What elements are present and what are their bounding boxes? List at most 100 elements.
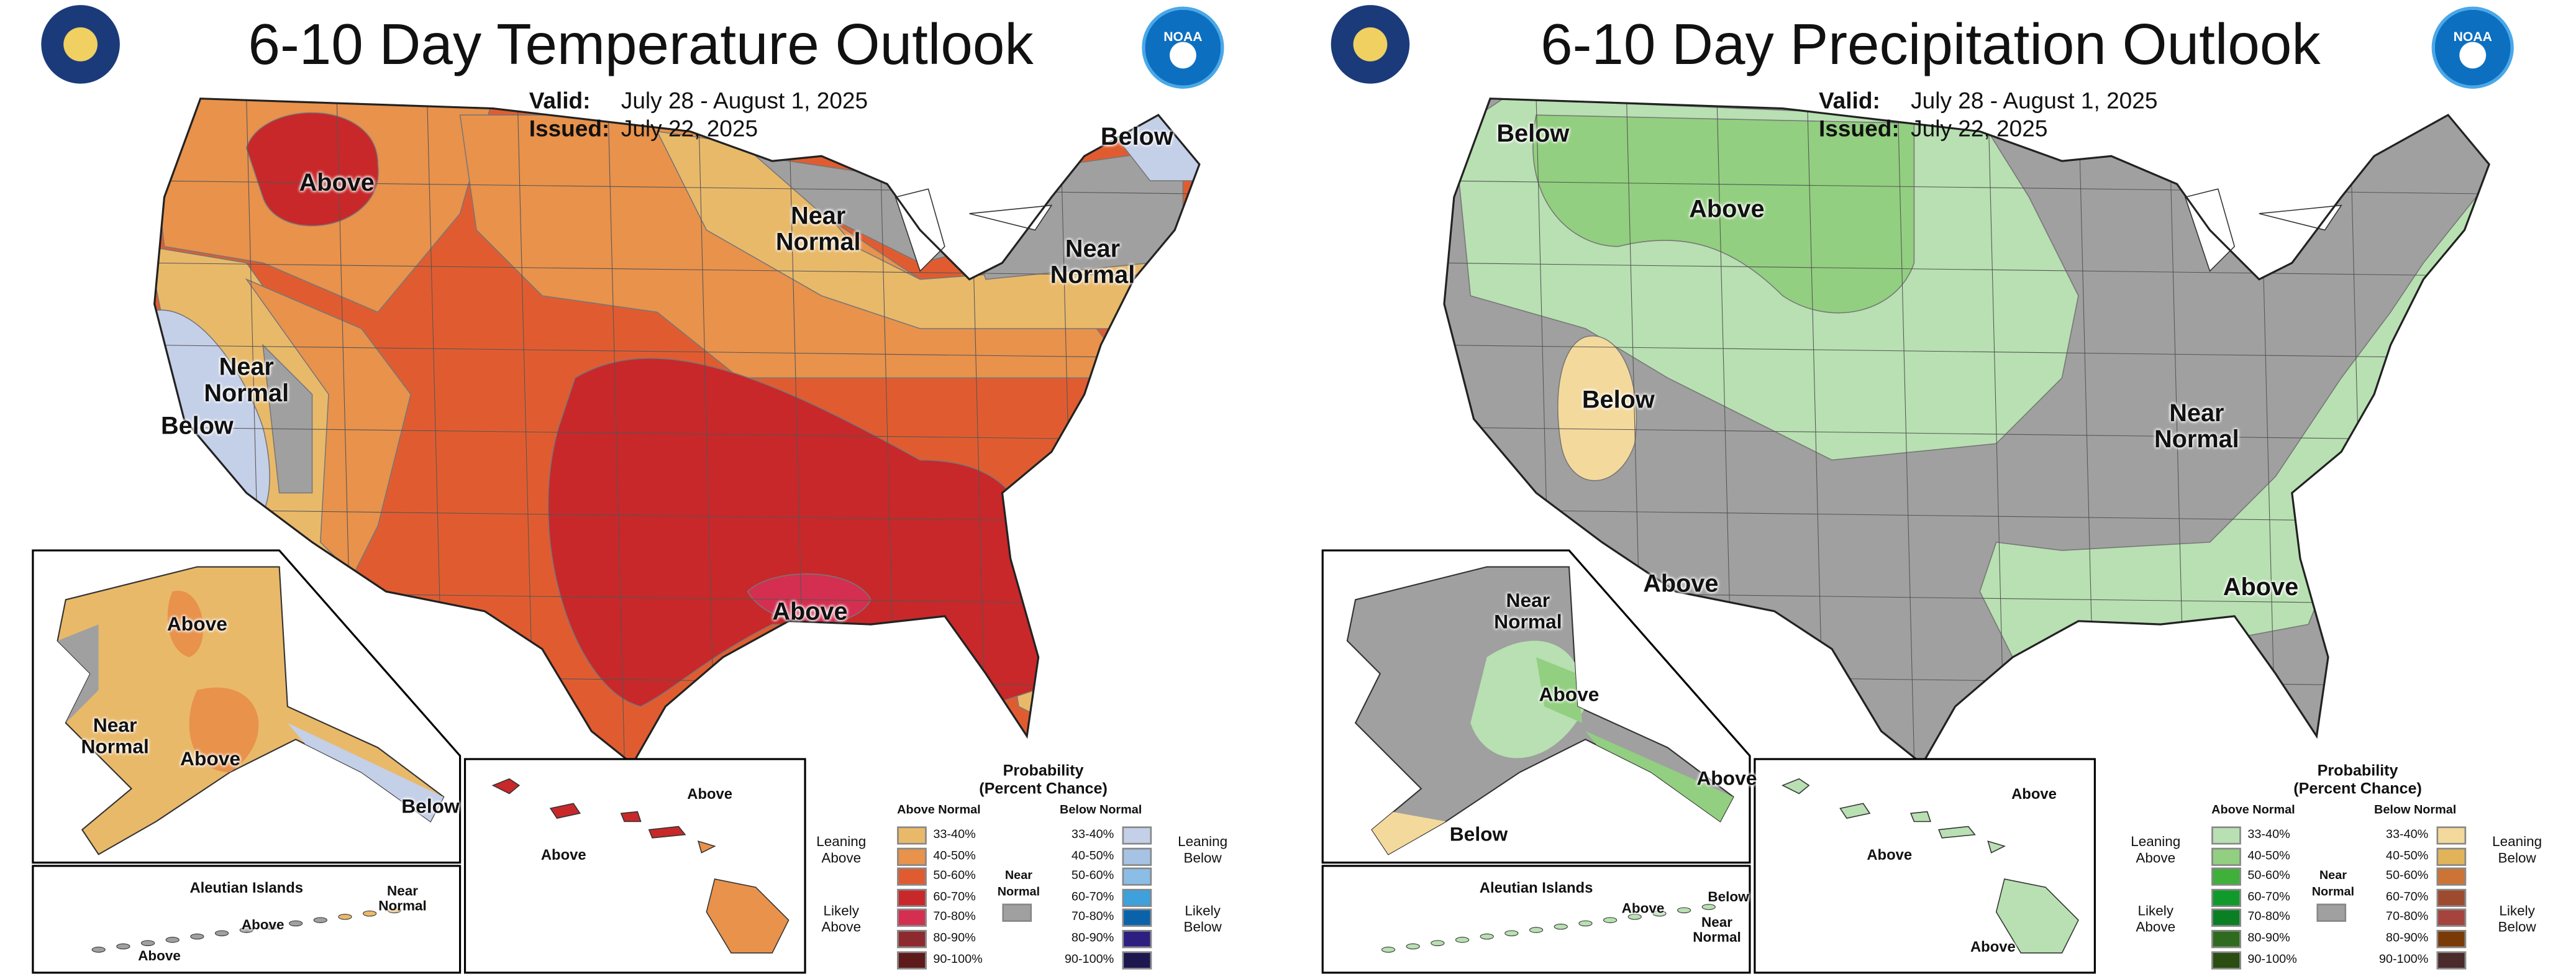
probability-legend: Probability (Percent Chance) Above Normal B… bbox=[805, 759, 1281, 973]
hawaii-island bbox=[648, 826, 686, 839]
alaska-label: Near Normal bbox=[81, 714, 149, 758]
issued-row: Issued: July 22, 2025 bbox=[1819, 115, 2157, 143]
issued-label: Issued: bbox=[529, 115, 610, 142]
above-range: 60-70% bbox=[2247, 888, 2290, 904]
aleutian-inset-box bbox=[1321, 865, 1751, 974]
above-range: 50-60% bbox=[2247, 868, 2290, 883]
map-label: Above bbox=[772, 598, 848, 627]
alaska-label: Above bbox=[1539, 683, 1600, 706]
aleutian-island bbox=[91, 947, 106, 953]
legend-title: Probability bbox=[2317, 762, 2398, 781]
aleutian-label: Below bbox=[1708, 888, 1749, 905]
aleutian-island bbox=[116, 943, 130, 950]
below-range: 50-60% bbox=[1071, 868, 1114, 883]
panel-precipitation: NOAA 6-10 Day Precipitation Outlook Valid:… bbox=[1290, 0, 2571, 979]
state-boundary bbox=[1444, 427, 2490, 441]
great-lakes bbox=[894, 188, 1053, 272]
likely-below-label: Likely Below bbox=[2498, 902, 2536, 936]
below-swatch bbox=[2436, 868, 2467, 886]
above-swatch bbox=[897, 826, 927, 845]
aleutian-island bbox=[387, 907, 401, 914]
hawaii-island bbox=[706, 878, 790, 954]
near-normal-label: Near Normal bbox=[2311, 867, 2355, 899]
legend-title: Probability bbox=[1003, 762, 1084, 781]
near-normal-label: Near Normal bbox=[997, 867, 1040, 899]
aleutian-label: Above bbox=[138, 947, 181, 964]
above-swatch bbox=[2211, 826, 2241, 845]
leaning-below-label: Leaning Below bbox=[2492, 833, 2542, 866]
above-range: 40-50% bbox=[2247, 847, 2290, 862]
aleutian-islands-title: Aleutian Islands bbox=[1479, 879, 1593, 896]
above-swatch bbox=[2211, 950, 2241, 969]
above-range: 50-60% bbox=[933, 868, 976, 883]
below-swatch bbox=[2436, 888, 2467, 907]
aleutian-island bbox=[1406, 943, 1420, 950]
alaska-label: Near Normal bbox=[1494, 588, 1562, 633]
aleutian-island bbox=[338, 914, 352, 920]
map-label: Near Normal bbox=[1050, 235, 1136, 289]
map-label: Near Normal bbox=[2154, 399, 2239, 454]
above-swatch bbox=[897, 868, 927, 886]
above-swatch bbox=[2211, 909, 2241, 927]
below-range: 80-90% bbox=[2385, 930, 2429, 945]
valid-row: Valid: July 28 - August 1, 2025 bbox=[529, 87, 868, 115]
valid-dates: Valid: July 28 - August 1, 2025 Issued: Jul… bbox=[1819, 87, 2157, 143]
map-label: Above bbox=[1689, 196, 1765, 224]
alaska-region bbox=[1536, 657, 1583, 723]
valid-label: Valid: bbox=[529, 87, 591, 114]
aleutian-island bbox=[1701, 904, 1716, 910]
below-range: 33-40% bbox=[1071, 826, 1114, 842]
valid-value: July 28 - August 1, 2025 bbox=[1911, 87, 2158, 114]
aleutian-inset-box bbox=[32, 865, 462, 974]
below-swatch bbox=[1122, 909, 1152, 927]
probability-legend: Probability (Percent Chance) Above Normal B… bbox=[2119, 759, 2576, 973]
legend-subtitle: (Percent Chance) bbox=[2293, 780, 2422, 799]
aleutian-island bbox=[239, 927, 253, 933]
aleutian-island bbox=[288, 920, 303, 927]
above-range: 80-90% bbox=[933, 930, 976, 945]
above-swatch bbox=[2211, 847, 2241, 865]
noaa-logo-text: NOAA bbox=[1163, 29, 1203, 45]
above-range: 40-50% bbox=[933, 847, 976, 862]
above-range: 60-70% bbox=[933, 888, 976, 904]
state-boundary bbox=[154, 427, 1199, 441]
noaa-logo: NOAA bbox=[2431, 6, 2514, 89]
map-label: Below bbox=[1582, 386, 1655, 414]
map-label: Below bbox=[1496, 120, 1570, 148]
near-normal-swatch bbox=[1002, 903, 1032, 922]
leaning-below-label: Leaning Below bbox=[1178, 833, 1228, 866]
aleutian-label: Above bbox=[241, 916, 284, 933]
hawaii-island bbox=[549, 803, 581, 819]
hawaii-label: Above bbox=[1867, 846, 1913, 863]
near-normal-swatch bbox=[2316, 903, 2347, 922]
probability-region bbox=[747, 573, 872, 624]
aleutian-island bbox=[313, 917, 327, 923]
map-label: Near Normal bbox=[204, 353, 289, 408]
map-title: 6-10 Day Precipitation Outlook bbox=[1541, 13, 2321, 78]
valid-label: Valid: bbox=[1819, 87, 1880, 114]
below-range: 40-50% bbox=[1071, 847, 1114, 862]
aleutian-island bbox=[363, 910, 377, 917]
great-lakes bbox=[2184, 188, 2342, 272]
below-swatch bbox=[2436, 847, 2467, 865]
alaska-label: Below bbox=[1449, 822, 1508, 846]
hawaii-label: Above bbox=[687, 786, 733, 803]
alaska-region bbox=[167, 591, 204, 657]
state-boundary bbox=[1987, 98, 2005, 756]
likely-below-label: Likely Below bbox=[1183, 902, 1222, 936]
below-normal-header: Below Normal bbox=[1060, 801, 1142, 817]
noaa-logo-text: NOAA bbox=[2453, 29, 2492, 45]
aleutian-island bbox=[140, 940, 155, 946]
above-swatch bbox=[2211, 930, 2241, 949]
map-graphic bbox=[32, 98, 1201, 974]
alaska-label: Above bbox=[166, 612, 227, 635]
alaska-label: Above bbox=[180, 747, 241, 770]
aleutian-island bbox=[1677, 907, 1691, 914]
aleutian-island bbox=[1627, 914, 1642, 920]
map-label: Below bbox=[160, 412, 234, 441]
aleutian-island bbox=[1504, 930, 1519, 937]
hawaii-island bbox=[1995, 878, 2079, 954]
map-graphic bbox=[1321, 98, 2490, 974]
below-swatch bbox=[1122, 888, 1152, 907]
commerce-seal-logo bbox=[1331, 4, 1410, 84]
